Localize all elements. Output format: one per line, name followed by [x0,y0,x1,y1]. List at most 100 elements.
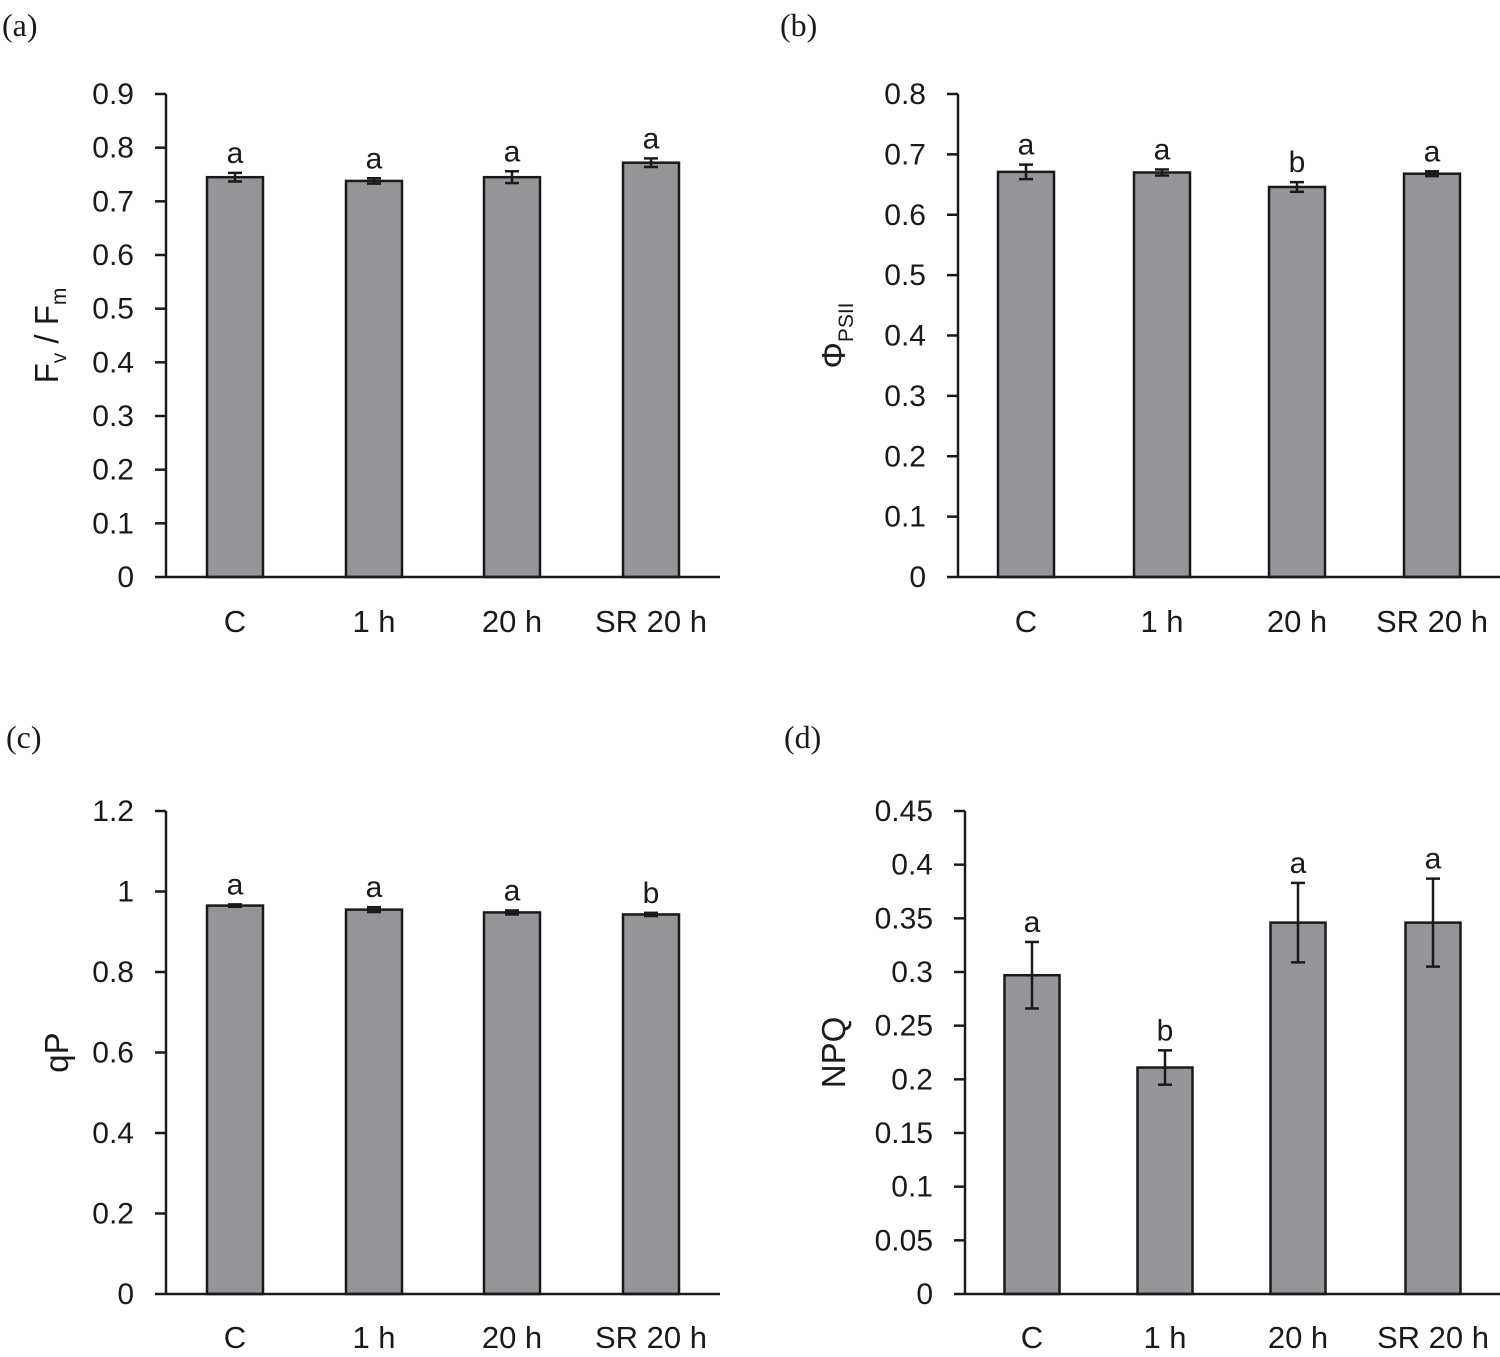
y-tick-label: 0.2 [884,440,926,473]
y-tick-label: 0.3 [891,956,933,989]
category-label: C [1021,1320,1043,1355]
y-tick-label: 0.1 [891,1171,933,1204]
category-label: SR 20 h [595,1320,707,1355]
bar [205,904,265,1296]
y-tick-label: 0.4 [891,849,933,882]
panel-label: (a) [2,7,38,43]
bar [482,911,542,1296]
category-label: 1 h [352,604,395,639]
panel-label: (c) [6,719,42,755]
significance-label: a [366,871,383,904]
significance-label: a [1024,906,1041,939]
significance-label: a [227,137,244,170]
chart-panel-1: (a) a Ca 1 h a 20 h a SR 20 h 0 0.1 0.2 0.3 0.4 0.5 0.… [2,7,720,639]
bar [621,913,681,1296]
significance-label: a [366,142,383,175]
significance-label: b [1289,146,1306,179]
chart-panel-4: (d) a Cb 1 h a 20 h a SR 20 h 0 0.05 0.1 0.15 0.2 0.2… [784,719,1500,1355]
y-tick-label: 0.8 [92,132,134,165]
significance-label: a [1425,843,1442,876]
bar [621,161,681,579]
y-tick-label: 0.05 [875,1224,933,1257]
significance-label: a [1424,135,1441,168]
y-tick-label: 0.6 [92,1037,134,1070]
panel-label: (d) [784,719,821,755]
y-tick-label: 1.2 [92,795,134,828]
y-tick-label: 0.3 [92,400,134,433]
y-tick-label: 0.5 [884,259,926,292]
category-label: C [1015,604,1037,639]
bar [1269,921,1327,1296]
significance-label: a [504,874,521,907]
y-tick-label: 0.15 [875,1117,933,1150]
y-tick-label: 0.2 [92,1198,134,1231]
y-tick-label: 0 [909,561,926,594]
category-label: SR 20 h [595,604,707,639]
bar [344,179,404,579]
y-tick-label: 0.35 [875,902,933,935]
y-tick-label: 0.2 [891,1063,933,1096]
y-tick-label: 0.5 [92,293,134,326]
y-tick-label: 0.6 [884,199,926,232]
y-tick-label: 0.7 [884,138,926,171]
y-tick-label: 0.25 [875,1010,933,1043]
y-tick-label: 0.7 [92,185,134,218]
bar [1402,172,1462,579]
significance-label: a [504,135,521,168]
significance-label: a [1290,847,1307,880]
y-title-sub: m [48,288,71,306]
bar [344,908,404,1296]
category-label: 1 h [1143,1320,1186,1355]
y-title-sub: PSII [835,302,858,342]
significance-label: a [1154,133,1171,166]
y-axis-title: NPQ [815,1017,852,1089]
significance-label: a [643,122,660,155]
chart-panel-3: (c) a Ca 1 h a 20 h b SR 20 h 0 0.2 0.4 0.6 0.8 1 1.2 q… [6,719,720,1355]
category-label: C [224,1320,246,1355]
y-title-main: F [28,363,65,383]
category-label: 20 h [482,1320,542,1355]
y-tick-label: 0 [117,561,134,594]
category-label: 20 h [482,604,542,639]
y-title-main: Φ [815,342,852,368]
y-axis-title: ΦPSII [815,302,858,368]
bar [1136,1066,1194,1296]
category-label: SR 20 h [1377,1320,1489,1355]
bar [1003,973,1061,1296]
y-tick-label: 0.1 [884,501,926,534]
y-tick-label: 0.4 [92,1117,134,1150]
y-tick-label: 0 [916,1278,933,1311]
y-tick-label: 0.2 [92,454,134,487]
category-label: SR 20 h [1376,604,1488,639]
y-tick-label: 0.3 [884,380,926,413]
significance-label: a [1018,129,1035,162]
y-title-mid: / F [28,305,65,353]
y-axis-title: Fv / Fm [28,288,71,384]
y-tick-label: 0.9 [92,78,134,111]
chart-panel-2: (b) a Ca 1 h b 20 h a SR 20 h 0 0.1 0.2 0.3 0.4 0.5 0.… [780,7,1500,639]
significance-label: b [1157,1014,1174,1047]
y-tick-label: 0.4 [884,320,926,353]
bar [205,175,265,579]
bar [482,175,542,579]
significance-label: b [643,877,660,910]
category-label: 20 h [1268,1320,1328,1355]
y-tick-label: 0.4 [92,346,134,379]
y-title-sub: v [48,352,71,363]
y-tick-label: 0.6 [92,239,134,272]
significance-label: a [227,868,244,901]
panel-label: (b) [780,7,817,43]
y-tick-label: 0.8 [92,956,134,989]
y-tick-label: 1 [117,876,134,909]
category-label: C [224,604,246,639]
category-label: 20 h [1267,604,1327,639]
category-label: 1 h [1140,604,1183,639]
bar [1404,921,1462,1296]
category-label: 1 h [352,1320,395,1355]
y-tick-label: 0.1 [92,507,134,540]
bar [996,170,1056,579]
y-tick-label: 0.45 [875,795,933,828]
y-tick-label: 0.8 [884,78,926,111]
y-tick-label: 0 [117,1278,134,1311]
